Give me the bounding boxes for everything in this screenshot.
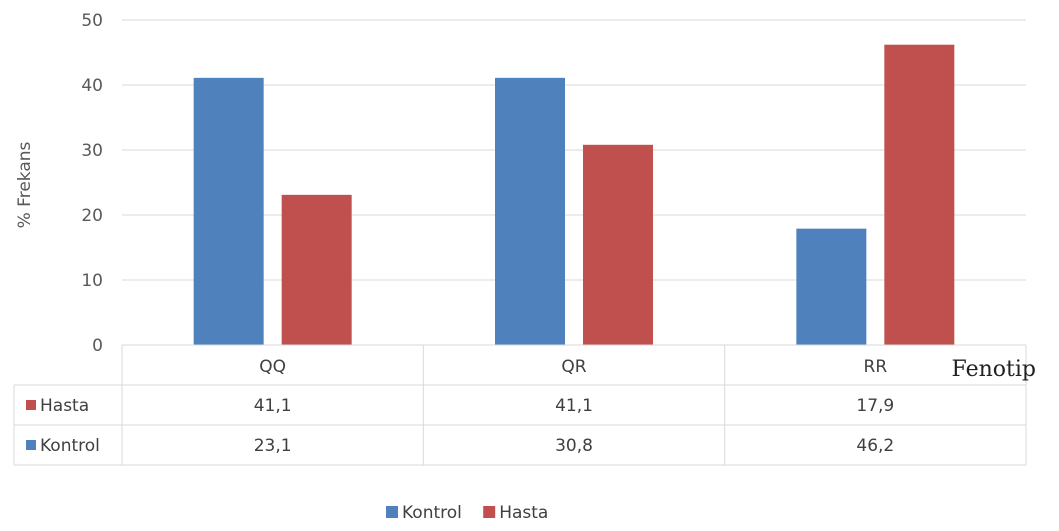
table-cell: 41,1: [254, 396, 292, 416]
y-tick-label: 0: [92, 336, 103, 356]
table-row-label: Hasta: [40, 396, 89, 416]
bars: [193, 44, 955, 345]
y-axis-ticks: 0 10 20 30 40 50: [81, 11, 103, 356]
y-tick-label: 40: [81, 76, 103, 96]
legend-label: Kontrol: [402, 503, 462, 523]
y-tick-label: 10: [81, 271, 103, 291]
legend-swatch: [386, 506, 398, 518]
bar-kontrol-qq: [193, 77, 264, 345]
legend-swatch: [483, 506, 496, 518]
x-tick-label: QR: [561, 357, 586, 377]
bar-kontrol-rr: [796, 228, 867, 345]
y-tick-label: 50: [81, 11, 103, 31]
bar-hasta-qq: [281, 194, 352, 345]
bar-hasta-rr: [884, 44, 955, 345]
table-cell: 30,8: [555, 436, 593, 456]
legend-label: Hasta: [499, 503, 548, 523]
table-cell: 23,1: [254, 436, 292, 456]
table-cell: 46,2: [856, 436, 894, 456]
x-axis-label: Fenotip: [952, 357, 1036, 382]
x-tick-label: RR: [864, 357, 888, 377]
bar-kontrol-qr: [495, 77, 565, 345]
bar-hasta-qr: [583, 144, 653, 345]
table-row-label: Kontrol: [40, 436, 100, 456]
legend: Kontrol Hasta: [386, 503, 548, 523]
table-cell: 17,9: [856, 396, 894, 416]
y-tick-label: 20: [81, 206, 103, 226]
y-axis-label: % Frekans: [15, 141, 35, 228]
data-table: QQ QR RR Hasta 41,1 41,1 17,9 Kontrol 23,1 30,8 46…: [13, 344, 1027, 466]
table-cell: 41,1: [555, 396, 593, 416]
x-tick-label: QQ: [259, 357, 286, 377]
y-tick-label: 30: [81, 141, 103, 161]
row-legend-swatch: [26, 440, 36, 450]
row-legend-swatch: [26, 400, 36, 410]
